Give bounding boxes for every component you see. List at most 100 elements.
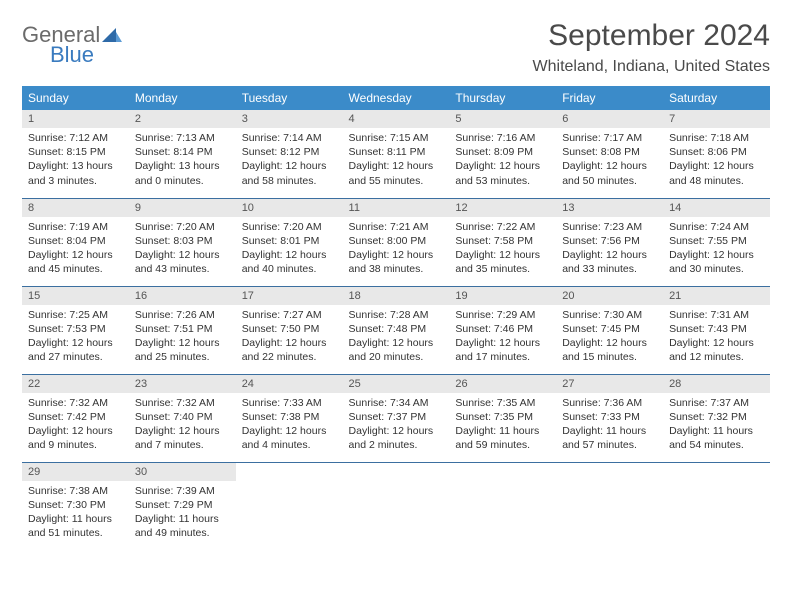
day-number: 30	[129, 463, 236, 481]
day-number: 25	[343, 375, 450, 393]
calendar-cell: 19Sunrise: 7:29 AMSunset: 7:46 PMDayligh…	[449, 286, 556, 374]
day-info: Sunrise: 7:17 AMSunset: 8:08 PMDaylight:…	[556, 128, 663, 194]
calendar-row: 8Sunrise: 7:19 AMSunset: 8:04 PMDaylight…	[22, 198, 770, 286]
day-number: 21	[663, 287, 770, 305]
day-info: Sunrise: 7:36 AMSunset: 7:33 PMDaylight:…	[556, 393, 663, 459]
day-number: 5	[449, 110, 556, 128]
day-number: 9	[129, 199, 236, 217]
calendar-cell: 16Sunrise: 7:26 AMSunset: 7:51 PMDayligh…	[129, 286, 236, 374]
calendar-cell: 10Sunrise: 7:20 AMSunset: 8:01 PMDayligh…	[236, 198, 343, 286]
day-info: Sunrise: 7:14 AMSunset: 8:12 PMDaylight:…	[236, 128, 343, 194]
calendar-cell: 20Sunrise: 7:30 AMSunset: 7:45 PMDayligh…	[556, 286, 663, 374]
calendar-cell: 27Sunrise: 7:36 AMSunset: 7:33 PMDayligh…	[556, 374, 663, 462]
day-info: Sunrise: 7:23 AMSunset: 7:56 PMDaylight:…	[556, 217, 663, 283]
weekday-header-row: SundayMondayTuesdayWednesdayThursdayFrid…	[22, 86, 770, 110]
day-number: 13	[556, 199, 663, 217]
day-info: Sunrise: 7:37 AMSunset: 7:32 PMDaylight:…	[663, 393, 770, 459]
logo-triangle-icon	[102, 24, 122, 46]
calendar-cell: 23Sunrise: 7:32 AMSunset: 7:40 PMDayligh…	[129, 374, 236, 462]
day-info: Sunrise: 7:21 AMSunset: 8:00 PMDaylight:…	[343, 217, 450, 283]
calendar-cell: 6Sunrise: 7:17 AMSunset: 8:08 PMDaylight…	[556, 110, 663, 198]
day-number: 24	[236, 375, 343, 393]
logo-line2: Blue	[50, 44, 122, 66]
month-title: September 2024	[533, 18, 770, 54]
calendar-cell: 21Sunrise: 7:31 AMSunset: 7:43 PMDayligh…	[663, 286, 770, 374]
weekday-header: Sunday	[22, 86, 129, 110]
day-info: Sunrise: 7:25 AMSunset: 7:53 PMDaylight:…	[22, 305, 129, 371]
weekday-header: Monday	[129, 86, 236, 110]
day-info: Sunrise: 7:19 AMSunset: 8:04 PMDaylight:…	[22, 217, 129, 283]
calendar-row: 15Sunrise: 7:25 AMSunset: 7:53 PMDayligh…	[22, 286, 770, 374]
logo-text: General Blue	[22, 24, 122, 66]
calendar-cell: 22Sunrise: 7:32 AMSunset: 7:42 PMDayligh…	[22, 374, 129, 462]
weekday-header: Tuesday	[236, 86, 343, 110]
day-number: 11	[343, 199, 450, 217]
day-info: Sunrise: 7:30 AMSunset: 7:45 PMDaylight:…	[556, 305, 663, 371]
day-info: Sunrise: 7:20 AMSunset: 8:01 PMDaylight:…	[236, 217, 343, 283]
day-info: Sunrise: 7:27 AMSunset: 7:50 PMDaylight:…	[236, 305, 343, 371]
day-info: Sunrise: 7:13 AMSunset: 8:14 PMDaylight:…	[129, 128, 236, 194]
calendar-body: 1Sunrise: 7:12 AMSunset: 8:15 PMDaylight…	[22, 110, 770, 550]
calendar-cell	[236, 462, 343, 550]
calendar-cell: 8Sunrise: 7:19 AMSunset: 8:04 PMDaylight…	[22, 198, 129, 286]
calendar-cell: 17Sunrise: 7:27 AMSunset: 7:50 PMDayligh…	[236, 286, 343, 374]
day-info: Sunrise: 7:28 AMSunset: 7:48 PMDaylight:…	[343, 305, 450, 371]
calendar-cell: 26Sunrise: 7:35 AMSunset: 7:35 PMDayligh…	[449, 374, 556, 462]
day-info: Sunrise: 7:12 AMSunset: 8:15 PMDaylight:…	[22, 128, 129, 194]
calendar-cell: 18Sunrise: 7:28 AMSunset: 7:48 PMDayligh…	[343, 286, 450, 374]
day-info: Sunrise: 7:32 AMSunset: 7:42 PMDaylight:…	[22, 393, 129, 459]
day-number: 14	[663, 199, 770, 217]
weekday-header: Wednesday	[343, 86, 450, 110]
day-number: 1	[22, 110, 129, 128]
calendar-cell: 9Sunrise: 7:20 AMSunset: 8:03 PMDaylight…	[129, 198, 236, 286]
day-number: 27	[556, 375, 663, 393]
weekday-header: Friday	[556, 86, 663, 110]
day-info: Sunrise: 7:35 AMSunset: 7:35 PMDaylight:…	[449, 393, 556, 459]
day-number: 29	[22, 463, 129, 481]
calendar-cell: 30Sunrise: 7:39 AMSunset: 7:29 PMDayligh…	[129, 462, 236, 550]
day-info: Sunrise: 7:26 AMSunset: 7:51 PMDaylight:…	[129, 305, 236, 371]
day-info: Sunrise: 7:24 AMSunset: 7:55 PMDaylight:…	[663, 217, 770, 283]
calendar-cell: 5Sunrise: 7:16 AMSunset: 8:09 PMDaylight…	[449, 110, 556, 198]
calendar-cell: 15Sunrise: 7:25 AMSunset: 7:53 PMDayligh…	[22, 286, 129, 374]
day-number: 10	[236, 199, 343, 217]
calendar-cell: 3Sunrise: 7:14 AMSunset: 8:12 PMDaylight…	[236, 110, 343, 198]
logo: General Blue	[22, 18, 122, 66]
calendar-cell: 28Sunrise: 7:37 AMSunset: 7:32 PMDayligh…	[663, 374, 770, 462]
calendar-cell: 11Sunrise: 7:21 AMSunset: 8:00 PMDayligh…	[343, 198, 450, 286]
day-info: Sunrise: 7:16 AMSunset: 8:09 PMDaylight:…	[449, 128, 556, 194]
day-info: Sunrise: 7:31 AMSunset: 7:43 PMDaylight:…	[663, 305, 770, 371]
calendar-cell	[449, 462, 556, 550]
calendar-cell: 1Sunrise: 7:12 AMSunset: 8:15 PMDaylight…	[22, 110, 129, 198]
calendar-cell: 12Sunrise: 7:22 AMSunset: 7:58 PMDayligh…	[449, 198, 556, 286]
calendar-row: 29Sunrise: 7:38 AMSunset: 7:30 PMDayligh…	[22, 462, 770, 550]
day-info: Sunrise: 7:29 AMSunset: 7:46 PMDaylight:…	[449, 305, 556, 371]
day-info: Sunrise: 7:38 AMSunset: 7:30 PMDaylight:…	[22, 481, 129, 547]
calendar-cell: 14Sunrise: 7:24 AMSunset: 7:55 PMDayligh…	[663, 198, 770, 286]
day-number: 4	[343, 110, 450, 128]
day-number: 3	[236, 110, 343, 128]
day-number: 19	[449, 287, 556, 305]
day-info: Sunrise: 7:33 AMSunset: 7:38 PMDaylight:…	[236, 393, 343, 459]
title-block: September 2024 Whiteland, Indiana, Unite…	[533, 18, 770, 76]
day-number: 22	[22, 375, 129, 393]
day-info: Sunrise: 7:22 AMSunset: 7:58 PMDaylight:…	[449, 217, 556, 283]
day-number: 28	[663, 375, 770, 393]
day-number: 2	[129, 110, 236, 128]
calendar-cell	[556, 462, 663, 550]
day-number: 7	[663, 110, 770, 128]
calendar-cell: 7Sunrise: 7:18 AMSunset: 8:06 PMDaylight…	[663, 110, 770, 198]
day-number: 26	[449, 375, 556, 393]
day-number: 18	[343, 287, 450, 305]
day-number: 12	[449, 199, 556, 217]
calendar-row: 22Sunrise: 7:32 AMSunset: 7:42 PMDayligh…	[22, 374, 770, 462]
calendar-row: 1Sunrise: 7:12 AMSunset: 8:15 PMDaylight…	[22, 110, 770, 198]
calendar-table: SundayMondayTuesdayWednesdayThursdayFrid…	[22, 86, 770, 550]
day-number: 6	[556, 110, 663, 128]
day-info: Sunrise: 7:15 AMSunset: 8:11 PMDaylight:…	[343, 128, 450, 194]
header: General Blue September 2024 Whiteland, I…	[22, 18, 770, 76]
calendar-cell	[343, 462, 450, 550]
calendar-cell: 25Sunrise: 7:34 AMSunset: 7:37 PMDayligh…	[343, 374, 450, 462]
day-number: 17	[236, 287, 343, 305]
calendar-cell: 29Sunrise: 7:38 AMSunset: 7:30 PMDayligh…	[22, 462, 129, 550]
